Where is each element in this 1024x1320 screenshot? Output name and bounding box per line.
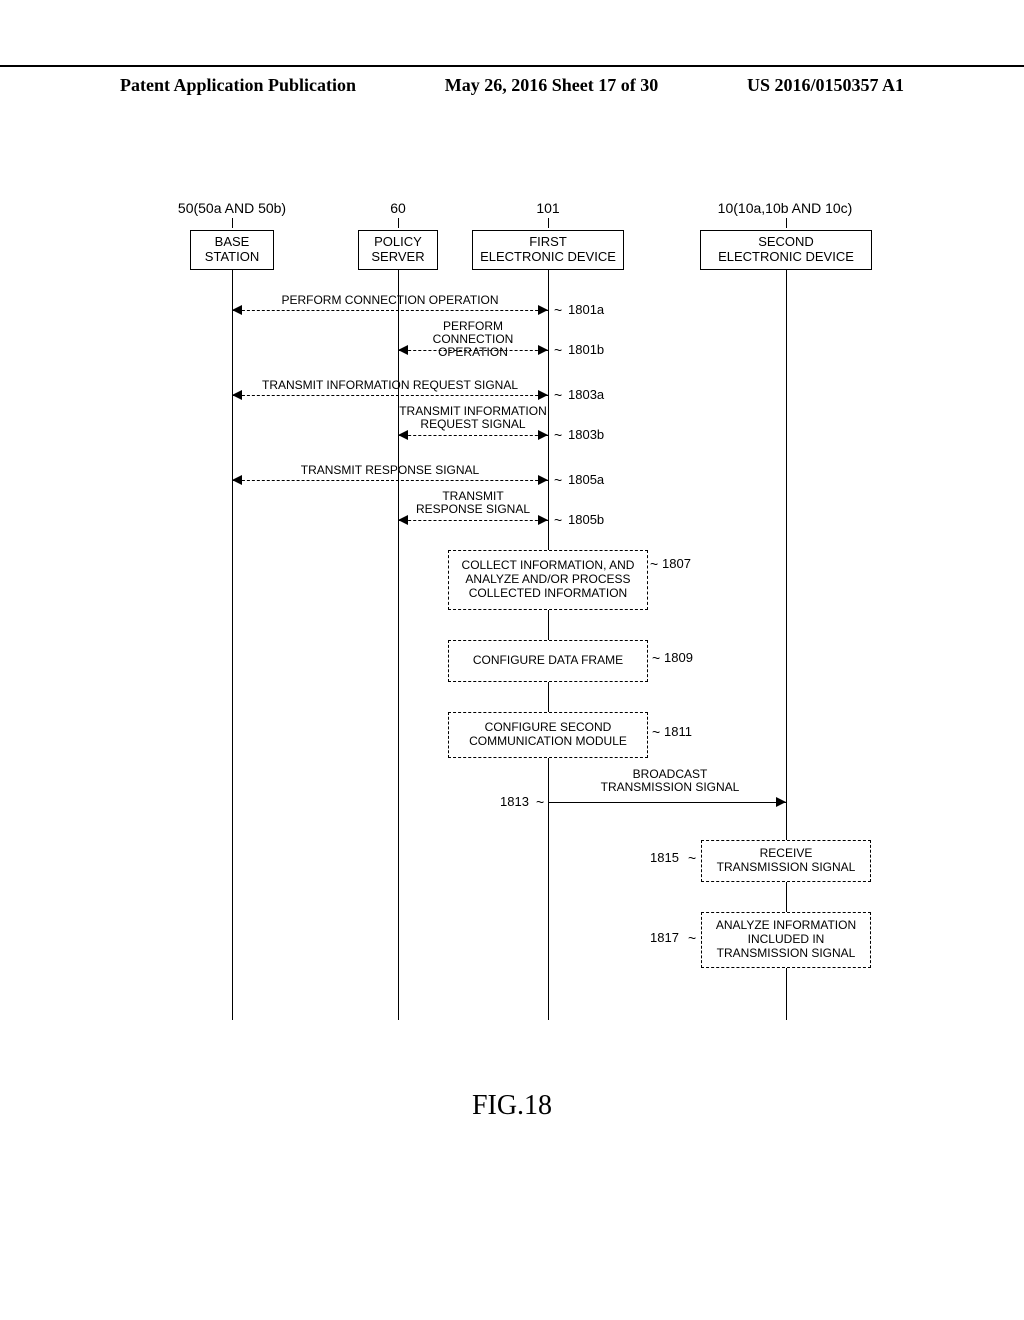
header-center: May 26, 2016 Sheet 17 of 30 [445, 75, 658, 96]
ref-1815: 1815 [650, 850, 679, 865]
tilde-1805a: ~ [554, 472, 562, 488]
tilde-1811: ~ [652, 724, 660, 740]
arrow-1801a-l [232, 305, 242, 315]
page-header: Patent Application Publication May 26, 2… [0, 65, 1024, 96]
lifeline-1 [232, 270, 233, 1020]
head-base-station: BASE STATION [190, 230, 274, 270]
lifeline-3b [548, 802, 549, 1020]
lifeline-4b [786, 968, 787, 1020]
box-1817: ANALYZE INFORMATION INCLUDED IN TRANSMIS… [701, 912, 871, 968]
ref-1809: 1809 [664, 650, 693, 665]
tick-3 [548, 218, 549, 228]
ref-1807: 1807 [662, 556, 691, 571]
arrow-1803a-r [538, 390, 548, 400]
arrow-1801b-l [398, 345, 408, 355]
line-1813 [548, 802, 786, 803]
line-1801b [398, 350, 548, 351]
box-1811: CONFIGURE SECOND COMMUNICATION MODULE [448, 712, 648, 758]
tilde-1807: ~ [650, 556, 658, 572]
tilde-1817: ~ [688, 930, 696, 946]
header-left: Patent Application Publication [0, 75, 356, 96]
line-1805b [398, 520, 548, 521]
sequence-diagram: 50(50a AND 50b) 60 101 10(10a,10b AND 10… [0, 200, 1024, 1100]
col-label-1: 50(50a AND 50b) [172, 200, 292, 216]
head-first-device: FIRST ELECTRONIC DEVICE [472, 230, 624, 270]
arrow-1803a-l [232, 390, 242, 400]
arrow-1805b-l [398, 515, 408, 525]
conn-1809-1811 [548, 682, 549, 712]
msg-1813: BROADCAST TRANSMISSION SIGNAL [580, 768, 760, 794]
tick-2 [398, 218, 399, 228]
tilde-1801b: ~ [554, 342, 562, 358]
msg-1803b: TRANSMIT INFORMATION REQUEST SIGNAL [398, 405, 548, 431]
tick-1 [232, 218, 233, 228]
msg-1803a: TRANSMIT INFORMATION REQUEST SIGNAL [235, 379, 545, 392]
conn-1815-1817 [786, 882, 787, 912]
tilde-1813: ~ [536, 794, 544, 810]
lifeline-3a [548, 270, 549, 550]
arrow-1803b-r [538, 430, 548, 440]
arrow-1805a-r [538, 475, 548, 485]
line-1803b [398, 435, 548, 436]
figure-number: FIG.18 [0, 1090, 1024, 1122]
arrow-1801b-r [538, 345, 548, 355]
ref-1805b: 1805b [568, 512, 604, 527]
box-1807: COLLECT INFORMATION, AND ANALYZE AND/OR … [448, 550, 648, 610]
tilde-1801a: ~ [554, 302, 562, 318]
arrow-1805b-r [538, 515, 548, 525]
tick-4 [786, 218, 787, 228]
arrow-1801a-r [538, 305, 548, 315]
ref-1803b: 1803b [568, 427, 604, 442]
box-1809: CONFIGURE DATA FRAME [448, 640, 648, 682]
lifeline-4a [786, 270, 787, 840]
tilde-1805b: ~ [554, 512, 562, 528]
header-right: US 2016/0150357 A1 [747, 75, 1024, 96]
msg-1801b: PERFORM CONNECTION OPERATION [398, 320, 548, 360]
tilde-1809: ~ [652, 650, 660, 666]
arrow-1813-r [776, 797, 786, 807]
box-1815: RECEIVE TRANSMISSION SIGNAL [701, 840, 871, 882]
msg-1805a: TRANSMIT RESPONSE SIGNAL [260, 464, 520, 477]
arrow-1803b-l [398, 430, 408, 440]
ref-1803a: 1803a [568, 387, 604, 402]
conn-1811-1813 [548, 758, 549, 802]
ref-1801a: 1801a [568, 302, 604, 317]
ref-1805a: 1805a [568, 472, 604, 487]
ref-1801b: 1801b [568, 342, 604, 357]
head-second-device: SECOND ELECTRONIC DEVICE [700, 230, 872, 270]
col-label-2: 60 [378, 200, 418, 216]
line-1805a [232, 480, 548, 481]
ref-1813: 1813 [500, 794, 529, 809]
msg-1805b: TRANSMIT RESPONSE SIGNAL [398, 490, 548, 516]
tilde-1803a: ~ [554, 387, 562, 403]
conn-1807-1809 [548, 610, 549, 640]
arrow-1805a-l [232, 475, 242, 485]
line-1803a [232, 395, 548, 396]
tilde-1815: ~ [688, 850, 696, 866]
line-1801a [232, 310, 548, 311]
msg-1801a: PERFORM CONNECTION OPERATION [240, 294, 540, 307]
tilde-1803b: ~ [554, 427, 562, 443]
ref-1811: 1811 [664, 724, 692, 739]
col-label-3: 101 [528, 200, 568, 216]
ref-1817: 1817 [650, 930, 679, 945]
head-policy-server: POLICY SERVER [358, 230, 438, 270]
col-label-4: 10(10a,10b AND 10c) [700, 200, 870, 216]
